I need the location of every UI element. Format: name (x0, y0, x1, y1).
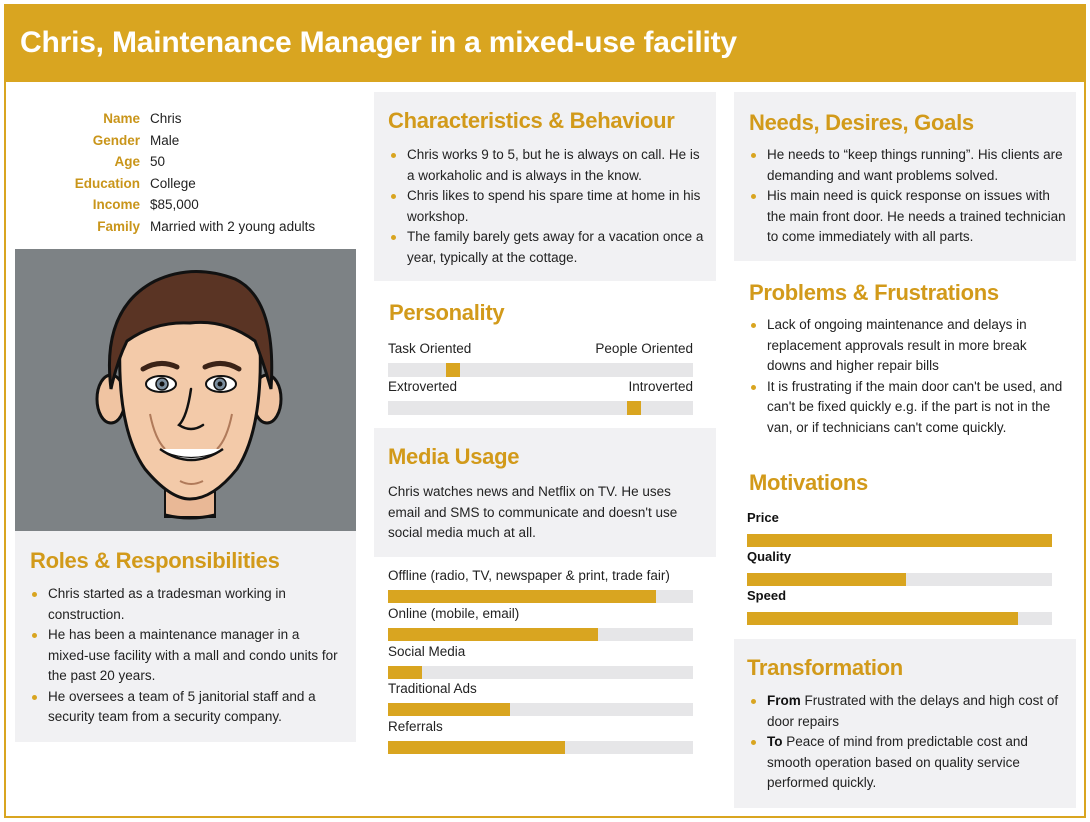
media-channel-fill (388, 627, 599, 641)
profile-value: College (150, 175, 196, 191)
profile-key: Income (92, 197, 140, 212)
media-channel-fill (388, 590, 657, 603)
media-channel-track (388, 627, 693, 641)
profile-key: Gender (92, 132, 140, 148)
to-label: To (767, 734, 783, 749)
list-item: It is frustrating if the main door can't… (749, 377, 1069, 439)
needs-panel: Needs, Desires, Goals He needs to “keep … (734, 92, 1076, 261)
roles-panel: Roles & Responsibilities Chris started a… (15, 531, 356, 742)
profile-value: Male (150, 132, 180, 148)
personality-marker (446, 363, 460, 377)
list-item: He oversees a team of 5 janitorial staff… (30, 687, 340, 728)
needs-title: Needs, Desires, Goals (749, 110, 974, 135)
profile-value: 50 (150, 154, 166, 169)
transformation-title: Transformation (747, 655, 903, 680)
persona-avatar (15, 249, 356, 531)
profile-key: Education (74, 175, 140, 191)
transformation-from: From Frustrated with the delays and high… (749, 691, 1069, 732)
personality-scale-track (388, 363, 693, 377)
profile-row-name: Name Chris (60, 108, 315, 130)
profile-value: $85,000 (150, 197, 199, 212)
page-title: Chris, Maintenance Manager in a mixed-us… (20, 26, 737, 59)
profile-facts: Name Chris Gender Male Age 50 Education Coll… (60, 108, 315, 237)
media-panel: Media Usage Chris watches news and Netfl… (374, 428, 716, 557)
profile-key: Family (97, 218, 140, 234)
list-item: He has been a maintenance manager in a m… (30, 625, 340, 687)
list-item: Lack of ongoing maintenance and delays i… (749, 315, 1069, 377)
from-label: From (767, 693, 801, 708)
header-banner: Chris, Maintenance Manager in a mixed-us… (6, 6, 1084, 82)
media-channel-label: Social Media (388, 643, 466, 659)
cartoon-face-illustration (95, 270, 283, 520)
profile-row-gender: Gender Male (60, 130, 315, 152)
media-title: Media Usage (388, 444, 520, 469)
profile-key: Name (103, 111, 140, 126)
personality-right-label: Introverted (628, 379, 693, 394)
problems-title: Problems & Frustrations (749, 280, 999, 305)
personality-scale-track (388, 401, 693, 415)
media-channel-label: Online (mobile, email) (388, 605, 520, 621)
media-channel-track (388, 703, 693, 717)
from-text: Frustrated with the delays and high cost… (767, 693, 1059, 729)
profile-row-age: Age 50 (60, 151, 315, 173)
motivation-label: Price (747, 510, 779, 525)
media-channel-fill (388, 665, 422, 679)
personality-left-label: Extroverted (388, 379, 458, 394)
problems-list: Lack of ongoing maintenance and delays i… (749, 315, 1069, 438)
personality-left-label: Task Oriented (388, 341, 472, 356)
list-item: Chris likes to spend his spare time at h… (389, 186, 707, 227)
motivation-track (747, 573, 1052, 586)
roles-title: Roles & Responsibilities (30, 548, 280, 573)
transformation-list: From Frustrated with the delays and high… (749, 691, 1069, 794)
media-channel-track (388, 741, 693, 755)
list-item: His main need is quick response on issue… (749, 186, 1069, 248)
media-channel-label: Referrals (388, 719, 443, 735)
list-item: Chris started as a tradesman working in … (30, 584, 340, 625)
motivation-label: Quality (747, 549, 792, 564)
profile-key: Age (114, 154, 140, 169)
characteristics-list: Chris works 9 to 5, but he is always on … (389, 145, 707, 268)
motivation-track (747, 612, 1052, 625)
media-channel-fill (388, 741, 565, 755)
motivation-fill (747, 573, 906, 586)
page-frame (4, 4, 1086, 818)
characteristics-title: Characteristics & Behaviour (388, 108, 675, 133)
personality-right-label: People Oriented (595, 341, 693, 356)
to-text: Peace of mind from predictable cost and … (767, 734, 1028, 790)
list-item: The family barely gets away for a vacati… (389, 227, 707, 268)
motivation-fill (747, 534, 1052, 547)
motivation-fill (747, 612, 1019, 625)
profile-row-education: Education College (60, 173, 315, 195)
personality-marker (627, 401, 641, 415)
roles-list: Chris started as a tradesman working in … (30, 584, 340, 728)
transformation-to: To Peace of mind from predictable cost a… (749, 732, 1069, 794)
transformation-panel: Transformation From Frustrated with the … (734, 639, 1076, 808)
profile-row-income: Income $85,000 (60, 194, 315, 216)
media-channel-fill (388, 703, 510, 717)
motivations-title: Motivations (749, 470, 868, 495)
media-channel-label: Traditional Ads (388, 681, 477, 697)
media-channel-label: Offline (radio, TV, newspaper & print, t… (388, 568, 670, 583)
personality-title: Personality (389, 300, 505, 325)
needs-list: He needs to “keep things running”. His c… (749, 145, 1069, 248)
motivation-label: Speed (747, 588, 787, 603)
media-description: Chris watches news and Netflix on TV. He… (388, 484, 678, 540)
profile-value: Chris (150, 111, 182, 126)
list-item: He needs to “keep things running”. His c… (749, 145, 1069, 186)
characteristics-panel: Characteristics & Behaviour Chris works … (374, 92, 716, 281)
motivation-track (747, 534, 1052, 547)
media-channel-track (388, 590, 693, 603)
list-item: Chris works 9 to 5, but he is always on … (389, 145, 707, 186)
media-channel-track (388, 665, 693, 679)
profile-value: Married with 2 young adults (150, 218, 316, 234)
profile-row-family: Family Married with 2 young adults (60, 216, 315, 238)
